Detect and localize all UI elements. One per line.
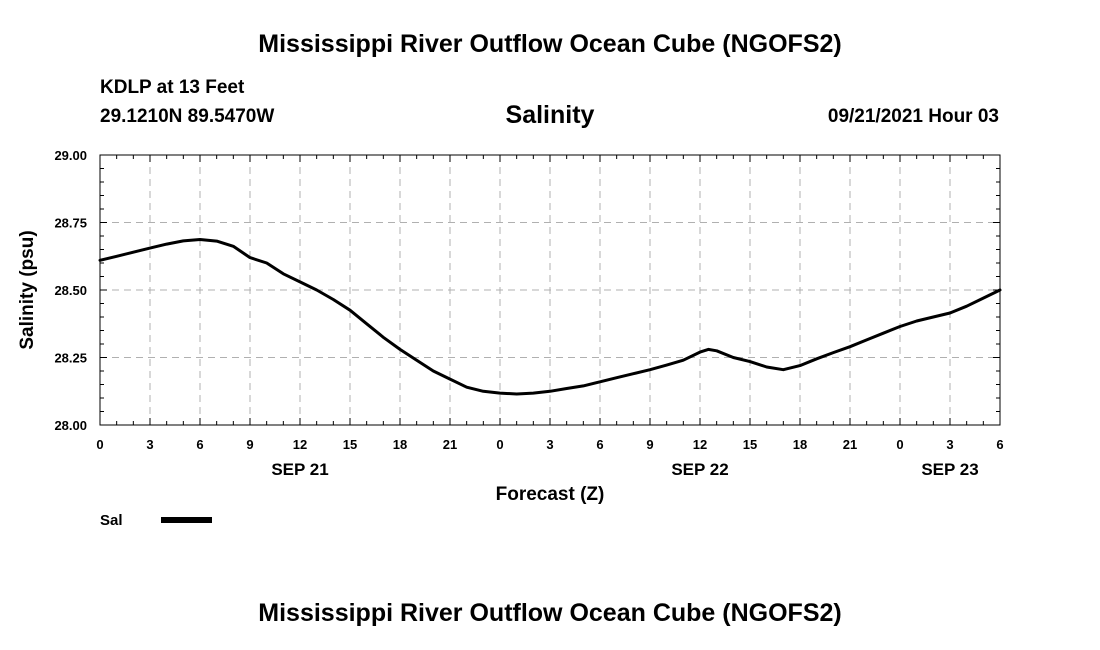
legend: Sal: [100, 512, 212, 529]
date-label: SEP 21: [271, 460, 328, 479]
legend-label-sal: Sal: [100, 512, 123, 529]
x-tick-label: 12: [693, 437, 707, 452]
variable-title: Salinity: [505, 101, 595, 129]
x-tick-label: 15: [343, 437, 357, 452]
x-tick-label: 3: [946, 437, 953, 452]
chart-title: Mississippi River Outflow Ocean Cube (NG…: [258, 30, 842, 58]
footer-title: Mississippi River Outflow Ocean Cube (NG…: [258, 599, 842, 627]
y-tick-label: 28.00: [54, 418, 87, 433]
x-tick-label: 9: [646, 437, 653, 452]
x-tick-label: 6: [596, 437, 603, 452]
x-tick-label: 18: [793, 437, 807, 452]
x-tick-label: 9: [246, 437, 253, 452]
x-tick-label: 21: [443, 437, 457, 452]
x-tick-label: 0: [496, 437, 503, 452]
x-tick-label: 21: [843, 437, 857, 452]
y-tick-label: 28.50: [54, 283, 87, 298]
series-layer: [98, 238, 1002, 396]
x-tick-label: 3: [146, 437, 153, 452]
x-tick-label: 15: [743, 437, 757, 452]
date-label: SEP 23: [921, 460, 978, 479]
x-tick-label: 12: [293, 437, 307, 452]
x-tick-label: 6: [196, 437, 203, 452]
y-tick-label: 28.75: [54, 216, 87, 231]
y-tick-label: 29.00: [54, 148, 87, 163]
grid-layer: [100, 155, 1000, 425]
y-tick-label: 28.25: [54, 351, 87, 366]
coordinates-label: 29.1210N 89.5470W: [100, 106, 275, 127]
x-tick-label: 0: [96, 437, 103, 452]
x-tick-label: 18: [393, 437, 407, 452]
y-axis-title: Salinity (psu): [17, 230, 38, 349]
x-tick-label: 3: [546, 437, 553, 452]
station-label: KDLP at 13 Feet: [100, 77, 245, 98]
timestamp-label: 09/21/2021 Hour 03: [827, 106, 999, 127]
series-line-sal: [98, 238, 1002, 396]
x-tick-label: 6: [996, 437, 1003, 452]
x-axis-title: Forecast (Z): [496, 484, 605, 505]
date-label: SEP 22: [671, 460, 728, 479]
x-tick-label: 0: [896, 437, 903, 452]
labels-layer: 0 3 6 9 12 15 18 21 0 3 6 9 12 15 18 21 0 3 6 28.00 28.25 28.…: [54, 148, 1003, 479]
